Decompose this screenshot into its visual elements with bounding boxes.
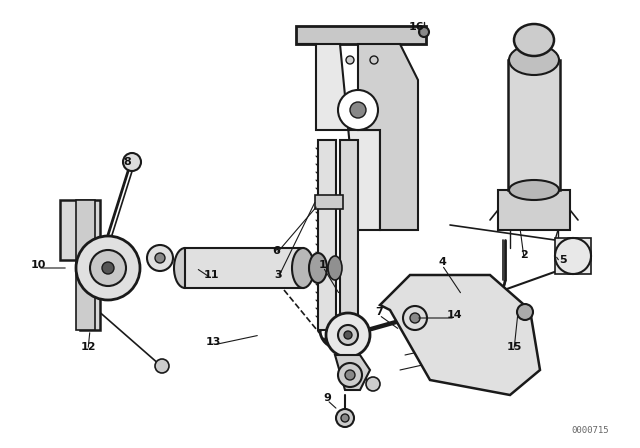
Circle shape bbox=[563, 246, 583, 266]
Bar bbox=[498, 190, 570, 230]
Bar bbox=[315, 195, 343, 209]
Circle shape bbox=[155, 359, 169, 373]
Polygon shape bbox=[335, 355, 370, 390]
Circle shape bbox=[102, 262, 114, 274]
Circle shape bbox=[76, 236, 140, 300]
Text: 13: 13 bbox=[205, 337, 221, 347]
Text: 5: 5 bbox=[559, 255, 567, 265]
Circle shape bbox=[338, 90, 378, 130]
Ellipse shape bbox=[328, 256, 342, 280]
Circle shape bbox=[345, 370, 355, 380]
Text: 1: 1 bbox=[319, 260, 327, 270]
Bar bbox=[508, 60, 560, 190]
Circle shape bbox=[517, 304, 533, 320]
Circle shape bbox=[338, 363, 362, 387]
Text: 9: 9 bbox=[323, 393, 331, 403]
Circle shape bbox=[155, 253, 165, 263]
Text: 10: 10 bbox=[30, 260, 45, 270]
Circle shape bbox=[90, 250, 126, 286]
Text: 12: 12 bbox=[80, 342, 96, 352]
Ellipse shape bbox=[174, 248, 196, 288]
Ellipse shape bbox=[509, 180, 559, 200]
Circle shape bbox=[336, 409, 354, 427]
Bar bbox=[340, 140, 358, 330]
Circle shape bbox=[410, 313, 420, 323]
Circle shape bbox=[147, 245, 173, 271]
Circle shape bbox=[344, 331, 352, 339]
Circle shape bbox=[569, 252, 577, 260]
Text: 16: 16 bbox=[408, 22, 424, 32]
Bar bbox=[185, 248, 303, 288]
Circle shape bbox=[350, 102, 366, 118]
Bar bbox=[296, 26, 426, 44]
Circle shape bbox=[555, 238, 591, 274]
Text: 11: 11 bbox=[204, 270, 219, 280]
Ellipse shape bbox=[509, 45, 559, 75]
Text: 15: 15 bbox=[506, 342, 522, 352]
Text: 8: 8 bbox=[123, 157, 131, 167]
Circle shape bbox=[326, 313, 370, 357]
Circle shape bbox=[346, 56, 354, 64]
Text: 14: 14 bbox=[447, 310, 463, 320]
Circle shape bbox=[123, 153, 141, 171]
Polygon shape bbox=[358, 44, 418, 230]
Polygon shape bbox=[76, 200, 95, 330]
Polygon shape bbox=[380, 275, 540, 395]
Polygon shape bbox=[296, 44, 380, 230]
Circle shape bbox=[341, 414, 349, 422]
Circle shape bbox=[403, 306, 427, 330]
Circle shape bbox=[366, 377, 380, 391]
Bar bbox=[555, 238, 591, 274]
Circle shape bbox=[338, 325, 358, 345]
Text: 0000715: 0000715 bbox=[571, 426, 609, 435]
Text: 4: 4 bbox=[438, 257, 446, 267]
Ellipse shape bbox=[292, 248, 314, 288]
Text: 6: 6 bbox=[272, 246, 280, 256]
Text: 2: 2 bbox=[520, 250, 528, 260]
Ellipse shape bbox=[514, 24, 554, 56]
Ellipse shape bbox=[309, 253, 327, 283]
Circle shape bbox=[419, 27, 429, 37]
Polygon shape bbox=[60, 200, 100, 330]
Text: 3: 3 bbox=[274, 270, 282, 280]
Circle shape bbox=[370, 56, 378, 64]
Text: 7: 7 bbox=[375, 307, 383, 317]
Bar bbox=[318, 140, 336, 330]
